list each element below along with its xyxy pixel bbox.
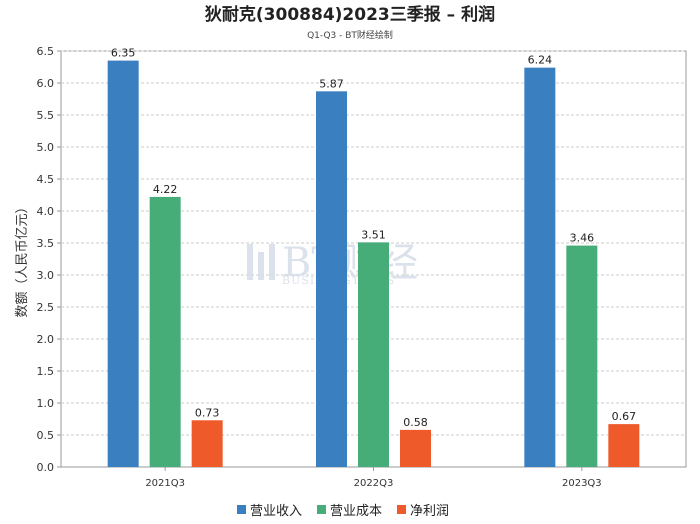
legend: 营业收入 营业成本 净利润 [237,504,449,519]
x-axis-categories: 2021Q3 2022Q3 2023Q3 [145,467,602,489]
data-label: 6.35 [111,47,136,60]
data-label: 6.24 [528,54,553,67]
y-tick-label: 6.5 [37,45,55,58]
data-label: 3.46 [570,232,595,245]
y-tick-label: 0.0 [37,461,55,474]
watermark-brand: BT财经 [282,240,418,286]
bar-净利润-2023Q3 [608,424,640,467]
y-tick-label: 6.0 [37,77,55,90]
watermark-logo-bar [258,252,264,280]
bars [107,60,640,468]
y-tick-label: 4.0 [37,205,55,218]
watermark-logo-icon [247,244,253,280]
y-tick-label: 5.5 [37,109,55,122]
x-category-label: 2022Q3 [354,478,394,489]
bar-营业成本-2021Q3 [149,196,181,468]
data-label: 5.87 [319,77,344,90]
chart-subtitle: Q1-Q3 - BT财经绘制 [307,29,393,41]
x-category-label: 2023Q3 [562,478,602,489]
x-category-label: 2021Q3 [145,478,185,489]
y-tick-label: 3.5 [37,237,55,250]
y-tick-label: 1.0 [37,397,55,410]
y-tick-label: 2.5 [37,301,55,314]
bar-营业收入-2022Q3 [316,91,347,467]
y-axis-ticks: 0.0 0.5 1.0 1.5 2.0 2.5 3.0 3.5 4.0 4.5 5.0 5.5 6.0 6… [37,45,61,474]
data-label: 0.67 [612,410,637,423]
bar-净利润-2022Q3 [400,429,431,467]
data-label: 0.58 [403,416,428,429]
bar-营业收入-2021Q3 [107,60,139,467]
y-tick-label: 3.0 [37,269,55,282]
bar-营业成本-2023Q3 [566,245,598,467]
bar-营业成本-2022Q3 [358,242,389,467]
chart-title: 狄耐克(300884)2023三季报 – 利润 [204,4,495,25]
legend-label: 营业收入 [250,504,302,519]
legend-label: 营业成本 [330,504,382,519]
data-label: 3.51 [361,228,386,241]
bar-净利润-2021Q3 [191,420,223,467]
legend-label: 净利润 [410,504,449,519]
legend-swatch [397,505,406,514]
legend-swatch [237,505,246,514]
y-tick-label: 5.0 [37,141,55,154]
bar-营业收入-2023Q3 [524,67,556,467]
data-label: 4.22 [153,183,178,196]
y-axis-label: 数额（人民币亿元） [15,200,30,317]
y-tick-label: 1.5 [37,365,55,378]
watermark-logo-bar [269,244,275,280]
legend-swatch [317,505,326,514]
data-label: 0.73 [195,406,220,419]
y-tick-label: 0.5 [37,429,55,442]
y-tick-label: 2.0 [37,333,55,346]
y-tick-label: 4.5 [37,173,55,186]
data-labels: 6.35 4.22 0.73 5.87 3.51 0.58 6.24 3.46 0.67 [111,47,636,429]
